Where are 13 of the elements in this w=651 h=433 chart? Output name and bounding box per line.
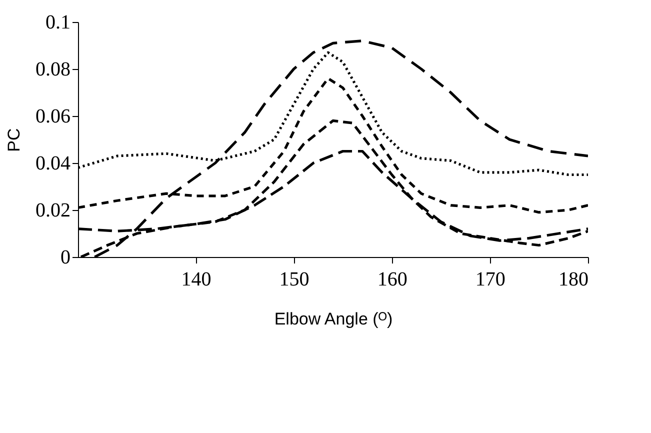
x-axis-title: Elbow Angle (ᴼ) [274, 310, 393, 328]
x-tick-label: 160 [377, 268, 408, 290]
y-tick-label: 0.04 [36, 152, 70, 174]
y-tick-label: 0 [60, 246, 70, 268]
x-tick-label: 180 [558, 268, 588, 290]
x-tick-label: 140 [181, 268, 212, 290]
y-tick-label: 0.06 [36, 106, 70, 128]
y-tick-label: 0.02 [36, 200, 70, 222]
y-tick-label: 0.08 [36, 58, 70, 80]
y-axis-title: PC [4, 128, 24, 152]
x-tick-label: 170 [475, 268, 506, 290]
y-tick-label: 0.1 [46, 12, 70, 34]
x-tick-label: 150 [279, 268, 310, 290]
